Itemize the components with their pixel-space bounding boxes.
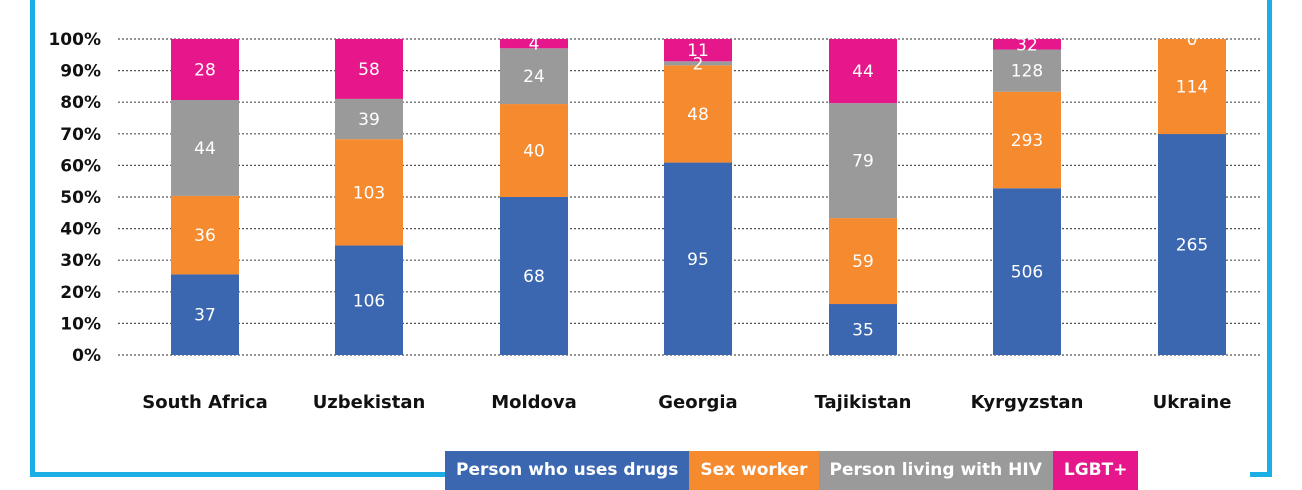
- x-category-label: Kyrgyzstan: [971, 392, 1084, 413]
- legend-item: LGBT+: [1052, 451, 1139, 490]
- data-label: 293: [1011, 131, 1043, 151]
- stacked-bar-chart: 0% 10% 20% 30% 40% 50% 60% 70% 80% 90% 100% 37 36 44 2…: [48, 17, 1262, 413]
- y-tick-label: 70%: [60, 125, 101, 145]
- bar-segment: [171, 100, 239, 196]
- y-tick-label: 90%: [60, 62, 101, 82]
- data-label: 37: [194, 306, 216, 326]
- data-label: 0: [1187, 30, 1198, 50]
- data-label: 44: [194, 139, 216, 159]
- bar-segment: [993, 188, 1061, 355]
- y-tick-label: 50%: [60, 188, 101, 208]
- data-label: 506: [1011, 263, 1043, 283]
- x-category-label: Ukraine: [1153, 392, 1232, 413]
- bar-segment: [829, 304, 897, 355]
- y-tick-label: 30%: [60, 251, 101, 271]
- chart-legend: Person who uses drugs Sex worker Person li…: [445, 451, 1139, 490]
- data-label: 79: [852, 152, 874, 172]
- y-tick-label: 40%: [60, 220, 101, 240]
- legend-item: Person who uses drugs: [445, 451, 690, 490]
- data-label: 32: [1016, 35, 1038, 55]
- data-label: 103: [353, 183, 385, 203]
- data-label: 40: [523, 142, 545, 162]
- bar-segment: [500, 39, 568, 49]
- data-label: 59: [852, 252, 874, 272]
- data-label: 68: [523, 267, 545, 287]
- data-label: 28: [194, 61, 216, 81]
- frame-right-border: [1267, 0, 1272, 477]
- bar-segment: [664, 39, 732, 62]
- bar-segment: [500, 48, 568, 105]
- bar-segment: [1158, 134, 1226, 355]
- bar-segment: [500, 197, 568, 355]
- bar-segment: [335, 98, 403, 140]
- frame-bottom-border-left: [30, 472, 445, 477]
- data-label: 44: [852, 62, 874, 82]
- bar-segment: [993, 49, 1061, 92]
- y-tick-label: 100%: [48, 30, 101, 50]
- bar-segment: [335, 139, 403, 246]
- data-label: 114: [1176, 78, 1208, 98]
- x-category-label: Moldova: [491, 392, 577, 413]
- y-tick-label: 60%: [60, 156, 101, 176]
- bar-segment: [664, 65, 732, 163]
- data-label: 11: [687, 41, 709, 61]
- bar-segment: [171, 274, 239, 355]
- data-label: 128: [1011, 62, 1043, 82]
- bar-segment: [664, 162, 732, 355]
- data-label: 58: [358, 60, 380, 80]
- bar-segment: [829, 103, 897, 219]
- data-label: 4: [529, 35, 540, 55]
- bar-segment: [993, 91, 1061, 189]
- bar-segment: [993, 39, 1061, 50]
- bar-segment: [171, 39, 239, 101]
- x-category-label: Uzbekistan: [313, 392, 426, 413]
- y-tick-label: 80%: [60, 93, 101, 113]
- data-label: 0: [1187, 17, 1198, 37]
- data-label: 36: [194, 226, 216, 246]
- data-label: 106: [353, 291, 385, 311]
- y-tick-label: 20%: [60, 283, 101, 303]
- data-label: 265: [1176, 236, 1208, 256]
- legend-item: Person living with HIV: [818, 451, 1053, 490]
- bar-segment: [829, 218, 897, 305]
- data-label: 2: [693, 54, 704, 74]
- data-label: 39: [358, 110, 380, 130]
- data-label: 95: [687, 250, 709, 270]
- data-label: 35: [852, 321, 874, 341]
- bar-segment: [335, 245, 403, 355]
- bar-segment: [335, 39, 403, 99]
- bar-segment: [1158, 39, 1226, 135]
- y-tick-label: 0%: [72, 346, 101, 366]
- bar-segment: [664, 61, 732, 66]
- data-label: 48: [687, 105, 709, 125]
- legend-item: Sex worker: [689, 451, 819, 490]
- bar-segment: [829, 39, 897, 104]
- bar-segment: [500, 104, 568, 197]
- y-tick-label: 10%: [60, 314, 101, 334]
- x-category-label: Georgia: [658, 392, 737, 413]
- x-category-label: Tajikistan: [815, 392, 912, 413]
- x-category-label: South Africa: [142, 392, 267, 413]
- data-label: 24: [523, 67, 545, 87]
- frame-left-border: [30, 0, 35, 477]
- bar-segment: [171, 195, 239, 275]
- frame-bottom-border-right: [1250, 472, 1272, 477]
